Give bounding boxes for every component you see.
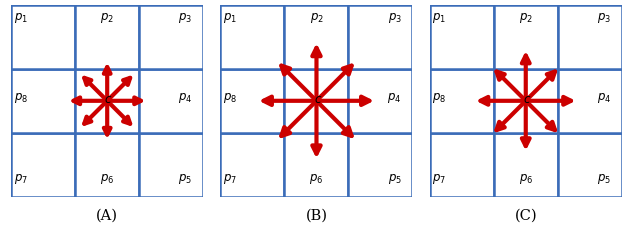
Bar: [349, 69, 413, 133]
Bar: [76, 69, 140, 133]
Text: $p_{1}$: $p_{1}$: [223, 11, 237, 25]
Text: $p_{6}$: $p_{6}$: [518, 172, 533, 186]
Text: $p_{5}$: $p_{5}$: [388, 172, 401, 186]
Text: $p_{2}$: $p_{2}$: [519, 11, 532, 25]
Text: $p_{8}$: $p_{8}$: [432, 90, 447, 105]
Text: $p_{3}$: $p_{3}$: [179, 11, 192, 25]
Text: $p_{6}$: $p_{6}$: [309, 172, 324, 186]
Text: $p_{1}$: $p_{1}$: [14, 11, 28, 25]
Bar: [349, 5, 413, 69]
Bar: [11, 133, 76, 197]
Bar: [430, 133, 494, 197]
Bar: [11, 69, 76, 133]
Text: $p_{5}$: $p_{5}$: [179, 172, 192, 186]
Bar: [430, 5, 494, 69]
Text: (B): (B): [305, 208, 328, 222]
Bar: [558, 133, 622, 197]
Bar: [349, 133, 413, 197]
Text: $c$: $c$: [104, 93, 113, 106]
Bar: [220, 133, 285, 197]
Text: $p_{7}$: $p_{7}$: [433, 172, 446, 186]
Text: $p_{5}$: $p_{5}$: [597, 172, 611, 186]
Bar: [76, 5, 140, 69]
Text: $p_{8}$: $p_{8}$: [223, 90, 237, 105]
Bar: [430, 69, 494, 133]
Bar: [140, 133, 204, 197]
Bar: [558, 5, 622, 69]
Text: (A): (A): [96, 208, 118, 222]
Bar: [140, 69, 204, 133]
Text: $p_{3}$: $p_{3}$: [597, 11, 611, 25]
Text: $p_{3}$: $p_{3}$: [388, 11, 401, 25]
Bar: [220, 5, 285, 69]
Bar: [494, 133, 558, 197]
Bar: [285, 69, 349, 133]
Bar: [285, 133, 349, 197]
Bar: [220, 69, 285, 133]
Text: $p_{2}$: $p_{2}$: [310, 11, 323, 25]
Text: $p_{4}$: $p_{4}$: [178, 90, 193, 105]
Bar: [494, 69, 558, 133]
Bar: [11, 5, 76, 69]
Text: $p_{4}$: $p_{4}$: [596, 90, 611, 105]
Text: $c$: $c$: [314, 93, 322, 106]
Text: $c$: $c$: [523, 93, 531, 106]
Text: $p_{4}$: $p_{4}$: [387, 90, 402, 105]
Text: $p_{2}$: $p_{2}$: [100, 11, 114, 25]
Bar: [76, 133, 140, 197]
Text: $p_{8}$: $p_{8}$: [13, 90, 28, 105]
Bar: [558, 69, 622, 133]
Text: $p_{7}$: $p_{7}$: [223, 172, 237, 186]
Text: $p_{7}$: $p_{7}$: [14, 172, 28, 186]
Bar: [494, 5, 558, 69]
Text: (C): (C): [515, 208, 537, 222]
Text: $p_{1}$: $p_{1}$: [433, 11, 446, 25]
Bar: [285, 5, 349, 69]
Bar: [140, 5, 204, 69]
Text: $p_{6}$: $p_{6}$: [100, 172, 115, 186]
